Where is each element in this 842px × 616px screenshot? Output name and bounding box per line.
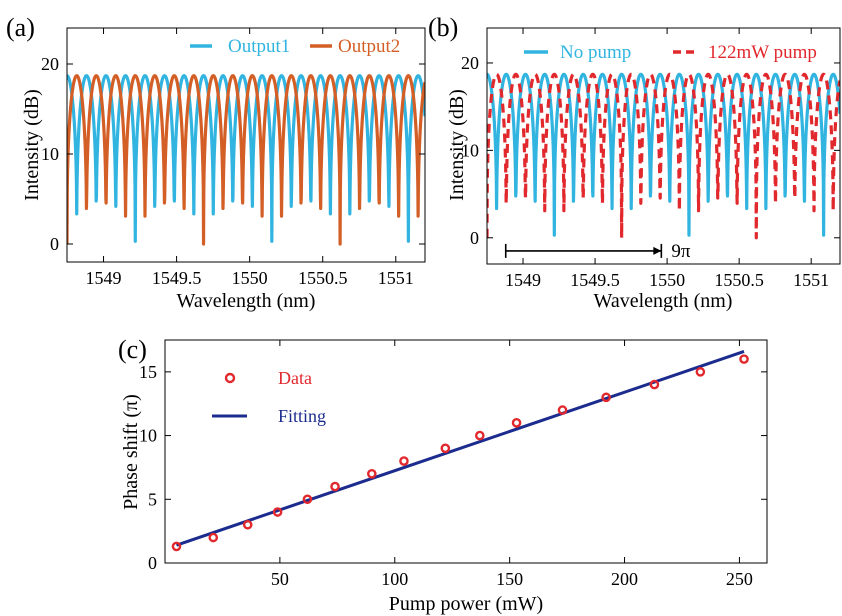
a-xtick-label: 1550.5 <box>298 268 348 288</box>
a-xtick-label: 1549.5 <box>152 268 202 288</box>
b-series-line-0 <box>487 72 840 237</box>
b-legend-label-0: No pump <box>560 42 631 63</box>
panel-a-label: (a) <box>6 13 35 42</box>
panel-b-plot <box>487 72 840 240</box>
b-annotation-label: 9π <box>671 241 691 262</box>
c-data-point <box>330 481 340 492</box>
b-xtick-label: 1550 <box>649 270 685 290</box>
b-ytick-label: 0 <box>470 228 479 248</box>
c-ytick-label: 10 <box>139 426 157 446</box>
b-xtick-label: 1551 <box>793 270 829 290</box>
a-legend-label-0: Output1 <box>228 36 290 57</box>
panel-c-ylabel: Phase shift (π) <box>120 394 142 510</box>
panel-a-xlabel: Wavelength (nm) <box>177 290 316 312</box>
a-series-line-0 <box>67 74 425 243</box>
a-legend-label-1: Output2 <box>338 36 400 57</box>
a-series-line-1 <box>67 74 425 246</box>
panel-c: (c) 50 100 150 200 250 0 5 10 15 Data Fitting Pum… <box>118 335 768 615</box>
panel-b-axes-frame <box>486 27 841 265</box>
b-xtick-label: 1549.5 <box>570 270 620 290</box>
panel-a-legend: Output1 Output2 <box>190 36 400 57</box>
c-legend-label-fit: Fitting <box>278 406 326 426</box>
a-xtick-label: 1551 <box>378 268 414 288</box>
panel-a: (a) 1549 1549.5 1550 1550.5 1551 0 10 20 Output… <box>6 13 426 312</box>
a-ytick-label: 20 <box>41 54 59 74</box>
c-data-point <box>302 494 313 505</box>
panel-b-annotation: 9π <box>504 241 691 262</box>
c-data-point <box>440 443 451 454</box>
b-ytick-label: 20 <box>461 53 479 73</box>
panel-a-axes-frame <box>66 27 426 263</box>
c-data-point <box>739 354 749 364</box>
c-data-point <box>474 430 485 441</box>
panel-b-legend: No pump 122mW pump <box>524 42 817 63</box>
c-xtick-label: 100 <box>381 569 408 589</box>
panel-c-axes-frame <box>164 339 768 564</box>
c-legend-label-data: Data <box>278 368 312 388</box>
c-xtick-label: 200 <box>611 569 638 589</box>
b-xtick-label: 1550.5 <box>714 270 764 290</box>
b-xtick-label: 1549 <box>505 270 541 290</box>
c-data-point <box>399 456 409 466</box>
c-xtick-label: 250 <box>726 569 753 589</box>
b-legend-label-1: 122mW pump <box>708 42 817 63</box>
c-xtick-label: 150 <box>496 569 523 589</box>
c-data-point <box>557 405 568 415</box>
b-series-line-1 <box>487 72 840 240</box>
panel-b-label: (b) <box>428 13 458 42</box>
c-xtick-label: 50 <box>271 569 289 589</box>
c-data-point <box>649 379 660 390</box>
a-ytick-label: 0 <box>50 234 59 254</box>
panel-a-plot <box>67 74 425 246</box>
c-fit-line <box>176 350 745 547</box>
a-ytick-label: 10 <box>41 144 59 164</box>
a-xtick-label: 1550 <box>232 268 268 288</box>
panel-b-ylabel: Intensity (dB) <box>446 89 468 201</box>
b-ytick-label: 10 <box>461 140 479 160</box>
b-annotation-arrowhead <box>653 246 662 255</box>
c-data-point <box>695 367 706 377</box>
c-data-point <box>601 392 611 403</box>
c-data-point <box>366 468 377 479</box>
c-data-point <box>208 532 219 543</box>
c-ytick-label: 5 <box>148 489 157 509</box>
panel-c-legend: Data Fitting <box>212 368 326 426</box>
panel-c-label: (c) <box>118 335 147 364</box>
panel-a-ylabel: Intensity (dB) <box>21 89 43 201</box>
a-xtick-label: 1549 <box>86 268 122 288</box>
c-ytick-label: 0 <box>148 553 157 573</box>
c-data-point <box>171 541 182 552</box>
c-data-point <box>272 507 283 517</box>
panel-b: (b) 1549 1549.5 1550 1550.5 1551 0 10 20 No pum… <box>428 13 841 312</box>
panel-b-xlabel: Wavelength (nm) <box>594 290 733 312</box>
c-ytick-label: 15 <box>139 362 157 382</box>
c-legend-marker-data <box>224 372 236 384</box>
panel-c-xlabel: Pump power (mW) <box>389 593 543 615</box>
c-data-point <box>242 519 253 530</box>
c-data-point <box>511 418 522 428</box>
